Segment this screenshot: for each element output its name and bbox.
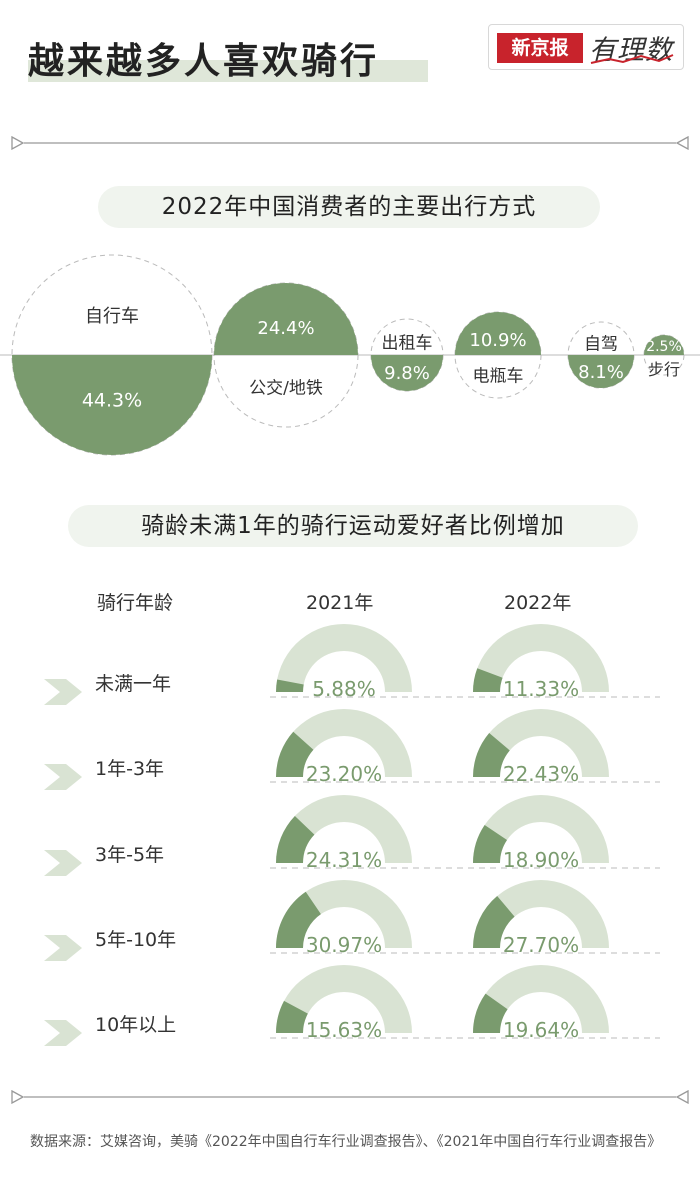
gauge-track (276, 624, 412, 692)
row-chevron-icon (44, 679, 82, 705)
gauge-track (276, 795, 412, 863)
row-chevron-icon (44, 764, 82, 790)
bubble-1: 24.4% 公交/地铁 (213, 282, 359, 428)
bubble-value-label: 44.3% (82, 390, 142, 412)
gauge-2021年-4: 15.63% (276, 965, 412, 1042)
gauge-row-4: 15.63% 19.64% (44, 965, 660, 1046)
gauge-value-label: 22.43% (503, 762, 579, 786)
title-highlight (28, 60, 428, 82)
bubble-value-label: 10.9% (469, 330, 526, 351)
gauge-2021年-1: 23.20% (276, 709, 412, 786)
bubble-half-fill (12, 355, 212, 455)
gauge-2022年-4: 19.64% (473, 965, 609, 1042)
row-chevron-icon (44, 850, 82, 876)
bubble-half-fill (644, 335, 684, 355)
brand-logo: 新京报 有理数 (488, 24, 684, 70)
row-label-3: 5年-10年 (95, 929, 177, 951)
page-title-text: 越来越多人喜欢骑行 (28, 41, 380, 82)
gauge-track (473, 709, 609, 777)
gauge-2021年-0: 5.88% (276, 624, 412, 701)
gauge-fill (473, 668, 503, 692)
section2-title: 骑龄未满1年的骑行运动爱好者比例增加 (68, 505, 638, 547)
bubble-0: 44.3% 自行车 (11, 254, 213, 456)
gauge-fill (276, 1000, 308, 1033)
gauge-row-2: 24.31% 18.90% (44, 795, 660, 876)
logo-trend-line-icon (590, 54, 674, 64)
gauge-2021年-3: 30.97% (276, 880, 412, 957)
row-chevron-icon (44, 935, 82, 961)
gauge-2022年-3: 27.70% (473, 880, 609, 957)
section1-title: 2022年中国消费者的主要出行方式 (98, 186, 600, 228)
gauge-fill (276, 891, 321, 948)
gauge-2022年-2: 18.90% (473, 795, 609, 872)
gauge-fill (276, 679, 304, 692)
gauge-2022年-0: 11.33% (473, 624, 609, 701)
row-label-4: 10年以上 (95, 1014, 177, 1036)
top-divider (11, 136, 689, 150)
gauge-value-label: 18.90% (503, 848, 579, 872)
gauge-fill (276, 731, 314, 777)
gauge-track (276, 965, 412, 1033)
series-header-2022: 2022年 (504, 592, 572, 614)
page-title: 越来越多人喜欢骑行 (28, 30, 428, 82)
row-chevron-icon (44, 1020, 82, 1046)
gauge-2021年-2: 24.31% (276, 795, 412, 872)
row-label-0: 未满一年 (95, 673, 172, 695)
gauge-value-label: 5.88% (312, 677, 376, 701)
row-label-2: 3年-5年 (95, 844, 165, 866)
gauge-value-label: 27.70% (503, 933, 579, 957)
bubble-category-label: 自驾 (584, 335, 618, 355)
gauge-value-label: 23.20% (306, 762, 382, 786)
gauge-fill (473, 732, 510, 777)
gauge-fill (473, 993, 508, 1033)
bubble-3: 10.9% 电瓶车 (454, 311, 542, 399)
bubble-value-label: 2.5% (646, 339, 682, 355)
gauge-fill (276, 815, 315, 863)
gauge-row-3: 30.97% 27.70% (44, 880, 660, 961)
gauge-value-label: 15.63% (306, 1018, 382, 1042)
gauge-fill (473, 896, 515, 948)
bottom-divider (11, 1090, 689, 1104)
bubble-half-fill (371, 355, 443, 391)
bubble-5: 2.5% 步行 (643, 334, 685, 379)
gauge-2022年-1: 22.43% (473, 709, 609, 786)
bubble-category-label: 自行车 (85, 306, 139, 327)
gauge-row-0: 5.88% 11.33% (44, 624, 660, 705)
row-label-1: 1年-3年 (95, 758, 165, 780)
gauge-row-1: 23.20% 22.43% (44, 709, 660, 790)
gauge-chart: 5.88% 11.33% 23.20% 22.43% 24.31% 18.90% 30.97… (44, 624, 660, 1046)
gauge-value-label: 11.33% (503, 677, 579, 701)
bubble-category-label: 公交/地铁 (249, 379, 323, 399)
gauge-track (276, 880, 412, 948)
gauge-track (473, 965, 609, 1033)
bubble-value-label: 8.1% (578, 362, 624, 383)
bubble-4: 8.1% 自驾 (567, 321, 635, 389)
row-header: 骑行年龄 (97, 592, 174, 614)
gauge-track (473, 624, 609, 692)
bubble-category-label: 出租车 (382, 333, 433, 353)
bubble-half-fill (214, 283, 358, 355)
gauge-value-label: 24.31% (306, 848, 382, 872)
series-header-2021: 2021年 (306, 592, 374, 614)
logo-brand: 新京报 (497, 33, 583, 63)
bubble-half-fill (455, 312, 541, 355)
bubble-category-label: 步行 (648, 360, 680, 379)
bubble-category-label: 电瓶车 (473, 367, 524, 387)
gauge-fill (473, 824, 508, 863)
data-source: 数据来源：艾媒咨询，美骑《2022年中国自行车行业调查报告》、《2021年中国自… (30, 1134, 662, 1150)
gauge-track (473, 795, 609, 863)
gauge-track (276, 709, 412, 777)
bubble-half-fill (568, 355, 634, 388)
gauge-value-label: 30.97% (306, 933, 382, 957)
gauge-track (473, 880, 609, 948)
bubble-value-label: 24.4% (257, 318, 314, 339)
bubble-chart: 44.3% 自行车 24.4% 公交/地铁 9.8% 出租车 10.9% 电瓶车 8.1% 自驾 2… (0, 254, 700, 456)
gauge-value-label: 19.64% (503, 1018, 579, 1042)
bubble-2: 9.8% 出租车 (370, 318, 444, 392)
bubble-value-label: 9.8% (384, 363, 430, 384)
